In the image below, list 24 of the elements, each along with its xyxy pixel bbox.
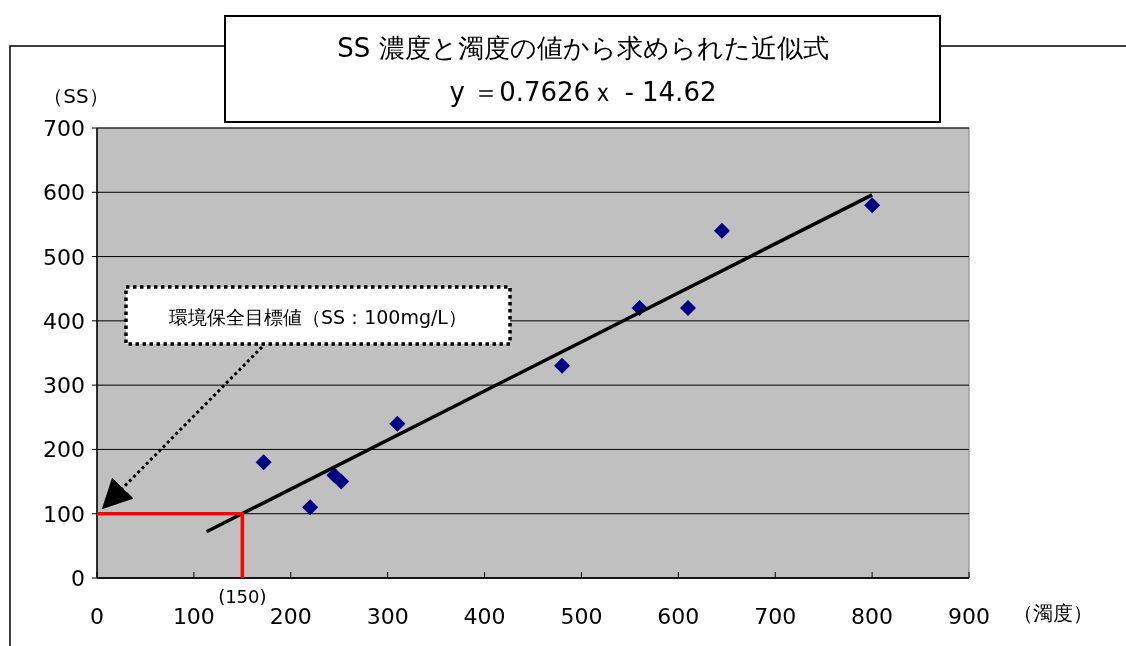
x-tick-label: 200	[269, 604, 312, 629]
x-tick-label: 700	[754, 604, 797, 629]
y-tick-label: 100	[43, 501, 85, 527]
y-tick-label: 200	[43, 437, 85, 463]
y-tick-label: 700	[43, 116, 85, 141]
x-axis-title: （濁度）	[1013, 601, 1093, 625]
y-tick-label: 400	[43, 308, 85, 334]
y-axis-title: （SS）	[43, 84, 109, 108]
chart-subtitle: y ＝0.7626ｘ - 14.62	[449, 77, 717, 107]
x-tick-label: 900	[948, 604, 990, 629]
annotation: (150)	[218, 586, 267, 607]
y-tick-label: 500	[43, 244, 85, 270]
x-tick-label: 800	[851, 604, 894, 629]
y-tick-label: 600	[43, 180, 85, 206]
chart-title: SS 濃度と濁度の値から求められた近似式	[337, 33, 829, 63]
annotation: 環境保全目標値（SS：100mg/L）	[169, 306, 467, 328]
x-tick-label: 600	[657, 604, 700, 629]
x-tick-label: 400	[463, 604, 506, 629]
x-tick-label: 0	[90, 604, 104, 629]
y-tick-label: 0	[71, 566, 85, 591]
x-tick-label: 100	[172, 604, 215, 629]
x-tick-label: 300	[366, 604, 409, 629]
y-tick-label: 300	[43, 373, 85, 399]
x-tick-label: 500	[560, 604, 603, 629]
